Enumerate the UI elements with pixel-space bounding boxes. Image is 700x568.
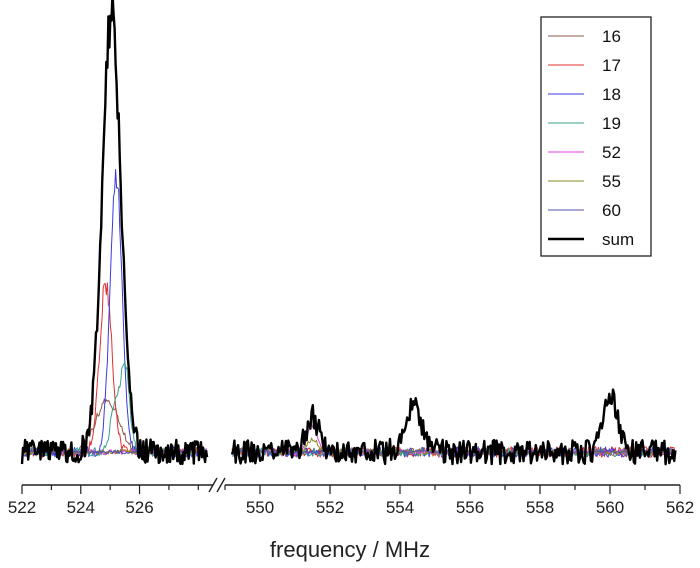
series-line-17-left — [21, 282, 208, 458]
x-tick-label: 550 — [246, 498, 274, 517]
series-line-sum-left — [20, 0, 209, 466]
legend-box — [540, 16, 652, 257]
legend-label-18: 18 — [602, 85, 621, 104]
axis-break-mark — [208, 477, 218, 493]
legend-label-55: 55 — [602, 172, 621, 191]
legend-label-16: 16 — [602, 27, 621, 46]
legend-label-17: 17 — [602, 56, 621, 75]
legend-label-52: 52 — [602, 143, 621, 162]
x-tick-label: 560 — [596, 498, 624, 517]
plot-area — [20, 0, 677, 466]
x-tick-label: 556 — [456, 498, 484, 517]
x-tick-label: 554 — [386, 498, 414, 517]
series-line-sum-right — [230, 388, 677, 466]
x-tick-label: 524 — [67, 498, 95, 517]
x-tick-label: 562 — [666, 498, 694, 517]
x-tick-label: 558 — [526, 498, 554, 517]
x-tick-label: 552 — [316, 498, 344, 517]
x-tick-label: 522 — [8, 498, 36, 517]
legend-label-sum: sum — [602, 230, 634, 249]
legend: 16 17 18 19 52 55 60 sum — [540, 16, 652, 257]
series-line-18-left — [21, 169, 208, 458]
x-tick-label: 526 — [125, 498, 153, 517]
x-axis: 522 524 526 550 552 554 556 558 560 562 — [8, 477, 694, 517]
x-axis-title: frequency / MHz — [270, 537, 430, 562]
legend-label-19: 19 — [602, 114, 621, 133]
legend-label-60: 60 — [602, 201, 621, 220]
axis-break-mark — [216, 477, 226, 493]
